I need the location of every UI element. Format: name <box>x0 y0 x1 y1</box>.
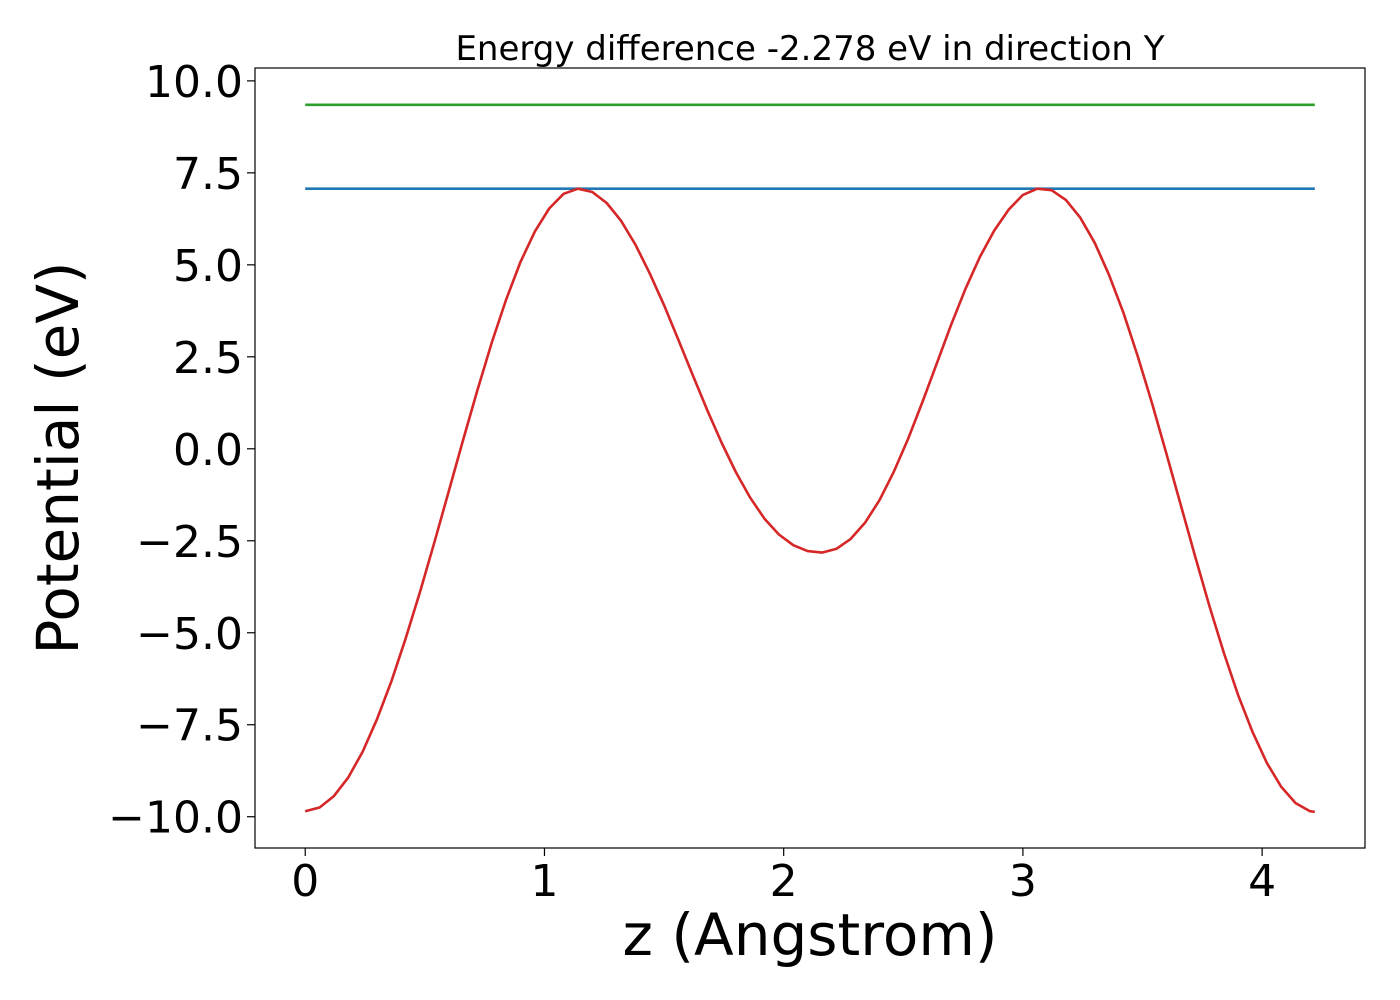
y-tick-label: −2.5 <box>136 517 243 568</box>
y-ticks: −10.0 −7.5 −5.0 −2.5 0.0 2.5 5.0 7.5 10.0 <box>108 57 255 844</box>
x-tick-label: 3 <box>1009 856 1037 907</box>
plot-area <box>254 67 1366 849</box>
x-ticks: 0 1 2 3 4 <box>291 848 1276 907</box>
y-tick-label: 5.0 <box>173 241 243 292</box>
y-tick-label: −7.5 <box>136 701 243 752</box>
y-tick-label: 0.0 <box>173 425 243 476</box>
y-tick-label: −5.0 <box>136 609 243 660</box>
y-tick-label: 2.5 <box>173 333 243 384</box>
series-line-2 <box>304 187 1315 814</box>
x-tick-label: 2 <box>770 856 798 907</box>
x-tick-label: 4 <box>1248 856 1276 907</box>
series-layer <box>304 103 1315 814</box>
x-tick-label: 1 <box>530 856 558 907</box>
chart-title: Energy difference -2.278 eV in direction… <box>455 29 1164 69</box>
y-axis-label: Potential (eV) <box>24 261 92 654</box>
y-tick-label: 7.5 <box>173 149 243 200</box>
y-tick-label: −10.0 <box>108 793 243 844</box>
x-axis-label: z (Angstrom) <box>623 901 998 969</box>
x-tick-label: 0 <box>291 856 319 907</box>
y-tick-label: 10.0 <box>145 57 243 108</box>
